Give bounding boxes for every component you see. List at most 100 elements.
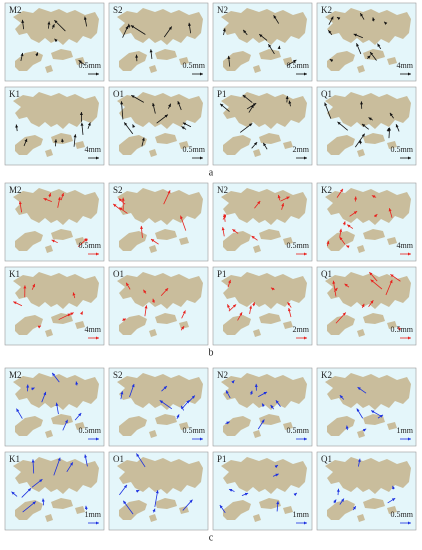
arrow-head [231, 380, 235, 384]
panel-name: P1 [217, 269, 227, 279]
arrow-head [18, 201, 22, 205]
arrow-head [369, 272, 373, 276]
arrow-head [122, 318, 127, 322]
arrow-head [152, 102, 155, 107]
arrow-head [285, 95, 289, 100]
arrow-head [304, 252, 307, 256]
arrow-head [220, 103, 224, 107]
group-label: a [209, 167, 214, 178]
panel-name: N2 [217, 5, 228, 15]
arrow-head [353, 211, 358, 215]
panel-name: S2 [113, 5, 123, 15]
arrow-head [263, 391, 267, 395]
arrow-head [61, 138, 65, 142]
arrow-head [96, 72, 99, 76]
arrow-head [226, 390, 229, 394]
group-label: b [209, 347, 214, 358]
map-panel: Q1 0.5mm [316, 86, 417, 166]
arrow-head [152, 508, 156, 512]
arrow-head [268, 44, 272, 48]
panel-name: P1 [217, 89, 227, 99]
arrow-head [324, 102, 328, 106]
arrow-head [389, 112, 393, 117]
arrow-head [304, 437, 307, 441]
panel-name: K2 [321, 5, 332, 15]
arrow-head [386, 127, 390, 132]
scale-label: 0.5mm [183, 426, 206, 435]
group-label: c [209, 532, 214, 543]
arrow-head [57, 457, 61, 461]
arrow-head [263, 142, 267, 147]
arrow-head [144, 305, 148, 309]
arrow-head [329, 59, 334, 62]
arrow-head [270, 287, 275, 291]
arrow-head [130, 25, 135, 29]
arrow-head [168, 26, 172, 30]
arrow-head [367, 55, 371, 59]
arrow-head [96, 336, 99, 340]
scale-label: 0.5mm [79, 241, 102, 250]
arrow-head [167, 190, 171, 194]
arrow-head [70, 312, 74, 316]
arrow-head [333, 499, 337, 503]
arrow-head [228, 279, 231, 284]
map-panel: P1 2mm [212, 266, 313, 346]
arrow-head [132, 124, 136, 128]
arrow-head [261, 419, 265, 423]
scale-label: 4mm [85, 325, 102, 334]
arrow-head [251, 235, 255, 239]
arrow-head [275, 473, 279, 477]
arrow-head [337, 121, 341, 125]
arrow-head [336, 17, 341, 21]
arrow-head [408, 252, 411, 256]
arrow-head [346, 245, 350, 249]
arrow-head [27, 488, 32, 492]
arrow-head [239, 312, 243, 316]
arrow-head [35, 52, 39, 56]
arrow-head [336, 488, 340, 492]
arrow-head [273, 15, 277, 19]
arrow-head [186, 400, 190, 404]
scale-label: 0.5mm [391, 145, 414, 154]
arrow-head [408, 521, 411, 525]
arrow-head [123, 484, 127, 489]
arrow-head [372, 17, 376, 21]
arrow-head [359, 139, 363, 144]
arrow-head [120, 101, 124, 105]
arrow-head [41, 498, 45, 502]
arrow-head [75, 381, 79, 385]
scale-label: 2mm [293, 325, 310, 334]
arrow-head [124, 122, 128, 126]
arrow-head [43, 391, 47, 396]
scale-label: 0.5mm [287, 241, 310, 250]
arrow-head [232, 229, 236, 233]
arrow-head [254, 142, 258, 146]
arrow-head [242, 94, 247, 99]
arrow-head [152, 298, 156, 303]
arrow-head [119, 207, 123, 211]
scale-label: 0.5mm [79, 61, 102, 70]
panel-name: N2 [217, 185, 228, 195]
arrow-head [26, 384, 30, 388]
arrow-head [16, 408, 20, 412]
map-panel: K1 4mm [4, 86, 105, 166]
arrow-head [164, 114, 168, 118]
arrow-head [32, 501, 36, 505]
arrow-head [328, 30, 332, 34]
scale-label: 2mm [293, 145, 310, 154]
scale-label: 4mm [85, 145, 102, 154]
arrow-head [244, 492, 249, 496]
arrow-head [164, 288, 169, 292]
arrow-head [252, 302, 256, 306]
arrow-head [48, 193, 52, 197]
arrow-head [182, 122, 187, 126]
arrow-head [21, 19, 25, 24]
scale-label: 1mm [85, 510, 102, 519]
arrow-head [228, 488, 233, 492]
map-panel: Q1 0.5mm [316, 451, 417, 531]
arrow-head [113, 203, 117, 207]
arrow-head [408, 336, 411, 340]
arrow-head [248, 123, 253, 127]
arrow-head [371, 195, 376, 199]
arrow-head [408, 72, 411, 76]
